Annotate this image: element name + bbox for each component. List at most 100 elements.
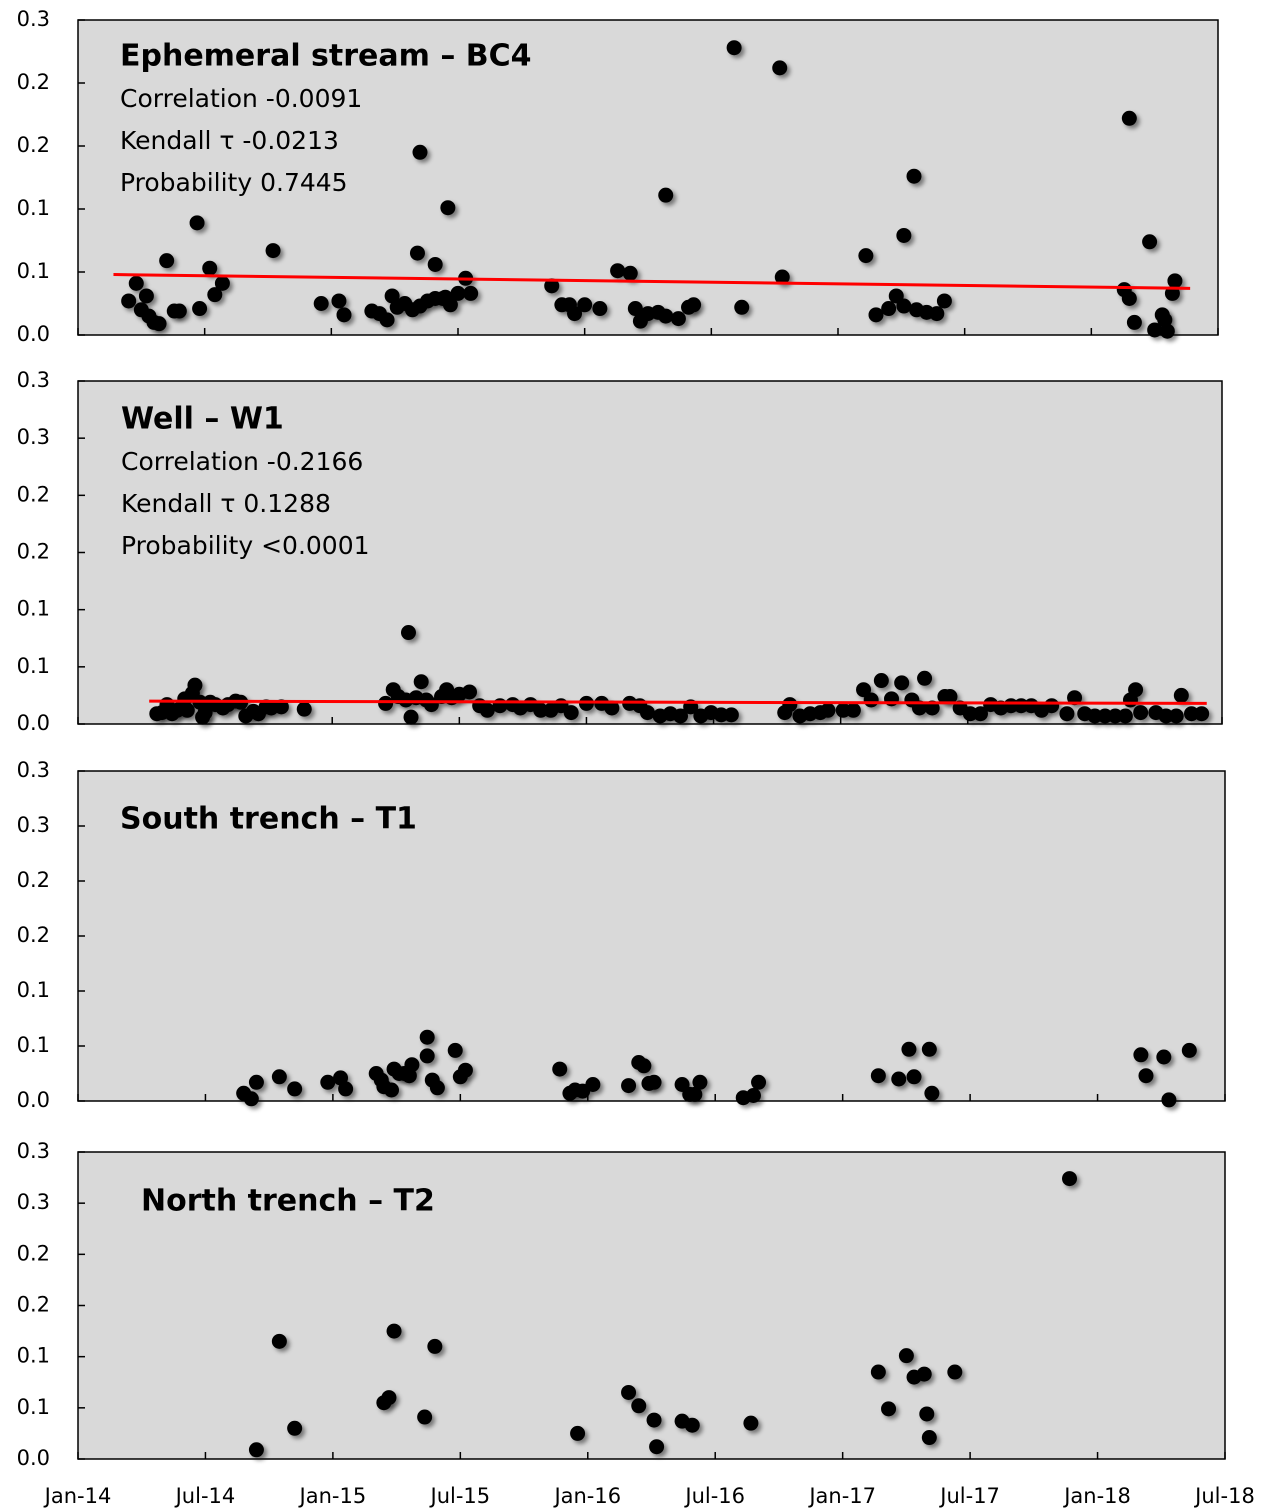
y-tick-label: 0.1 bbox=[17, 1033, 50, 1057]
y-tick-label: 0.2 bbox=[17, 133, 50, 157]
point bbox=[417, 1409, 433, 1425]
point bbox=[287, 1081, 303, 1097]
point bbox=[121, 293, 137, 309]
point bbox=[187, 677, 203, 693]
point bbox=[331, 293, 347, 309]
point bbox=[684, 1417, 700, 1433]
point bbox=[413, 674, 429, 690]
x-tick-label: Jul-16 bbox=[683, 1484, 745, 1508]
x-tick-label: Jul-14 bbox=[174, 1484, 236, 1508]
point bbox=[159, 253, 175, 269]
point bbox=[585, 1077, 601, 1092]
point bbox=[858, 248, 874, 264]
point bbox=[384, 1082, 400, 1098]
point bbox=[916, 1366, 932, 1382]
y-tick-label: 0.3 bbox=[17, 368, 50, 392]
point bbox=[901, 1041, 917, 1057]
y-tick-label: 0.3 bbox=[17, 1190, 50, 1214]
point bbox=[419, 1029, 435, 1045]
point bbox=[881, 301, 897, 317]
point bbox=[243, 1091, 259, 1107]
x-tick-label: Jul-18 bbox=[1193, 1484, 1255, 1508]
x-tick-label: Jan-14 bbox=[43, 1484, 112, 1508]
point bbox=[686, 297, 702, 313]
y-tick-label: 0.3 bbox=[17, 7, 50, 31]
point bbox=[621, 1078, 637, 1094]
annotation: Correlation -0.0091 bbox=[120, 84, 362, 113]
point bbox=[409, 245, 425, 261]
point bbox=[906, 1069, 922, 1085]
point bbox=[1157, 312, 1173, 328]
point bbox=[639, 705, 655, 721]
point bbox=[610, 263, 626, 279]
point bbox=[774, 269, 790, 285]
point bbox=[604, 700, 620, 716]
point bbox=[870, 1068, 886, 1084]
point bbox=[646, 1412, 662, 1428]
point bbox=[1159, 323, 1175, 339]
point bbox=[856, 682, 872, 698]
point bbox=[592, 301, 608, 317]
point bbox=[745, 1088, 761, 1103]
point bbox=[427, 1338, 443, 1354]
y-tick-label: 0.3 bbox=[17, 813, 50, 837]
point bbox=[338, 1081, 354, 1097]
point bbox=[214, 275, 230, 291]
plot-area bbox=[77, 770, 1226, 1102]
point bbox=[429, 1080, 445, 1096]
point bbox=[179, 702, 195, 718]
point bbox=[870, 1364, 886, 1380]
point bbox=[271, 1069, 287, 1085]
point bbox=[1133, 1047, 1149, 1063]
point bbox=[287, 1420, 303, 1436]
point bbox=[936, 293, 952, 309]
point bbox=[248, 1442, 264, 1458]
point bbox=[128, 275, 144, 291]
annotation: Kendall τ -0.0213 bbox=[120, 126, 339, 155]
point bbox=[248, 1074, 264, 1090]
y-tick-label: 0.1 bbox=[17, 196, 50, 220]
point bbox=[336, 307, 352, 323]
point bbox=[891, 1071, 907, 1087]
point bbox=[384, 288, 400, 304]
y-tick-label: 0.0 bbox=[17, 711, 50, 735]
point bbox=[378, 695, 394, 711]
point bbox=[1117, 708, 1133, 724]
point bbox=[447, 1042, 463, 1058]
y-tick-label: 0.2 bbox=[17, 1241, 50, 1265]
point bbox=[1059, 706, 1075, 722]
point bbox=[1181, 1042, 1197, 1058]
y-tick-label: 0.1 bbox=[17, 1344, 50, 1368]
point bbox=[189, 215, 205, 231]
x-tick-label: Jan-16 bbox=[552, 1484, 621, 1508]
point bbox=[845, 702, 861, 718]
annotation: Probability <0.0001 bbox=[121, 531, 370, 560]
point bbox=[1156, 1049, 1172, 1065]
y-tick-label: 0.1 bbox=[17, 978, 50, 1002]
point bbox=[457, 1062, 473, 1078]
point bbox=[670, 311, 686, 327]
point bbox=[265, 243, 281, 259]
point bbox=[313, 296, 329, 311]
point bbox=[202, 260, 218, 276]
point bbox=[1067, 690, 1083, 706]
x-tick-label: Jul-15 bbox=[429, 1484, 491, 1508]
panel-title: Ephemeral stream – BC4 bbox=[120, 39, 532, 74]
y-tick-label: 0.2 bbox=[17, 923, 50, 947]
y-tick-label: 0.2 bbox=[17, 868, 50, 892]
point bbox=[627, 301, 643, 317]
y-tick-label: 0.1 bbox=[17, 597, 50, 621]
y-tick-label: 0.0 bbox=[17, 1446, 50, 1470]
y-tick-label: 0.0 bbox=[17, 322, 50, 346]
point bbox=[636, 1058, 652, 1074]
point bbox=[896, 227, 912, 243]
point bbox=[929, 306, 945, 322]
point bbox=[400, 625, 416, 641]
point bbox=[1194, 706, 1210, 722]
point bbox=[1168, 708, 1184, 724]
point bbox=[881, 1401, 897, 1417]
annotation: Kendall τ 0.1288 bbox=[121, 489, 331, 518]
point bbox=[863, 692, 879, 708]
y-tick-label: 0.1 bbox=[17, 259, 50, 283]
